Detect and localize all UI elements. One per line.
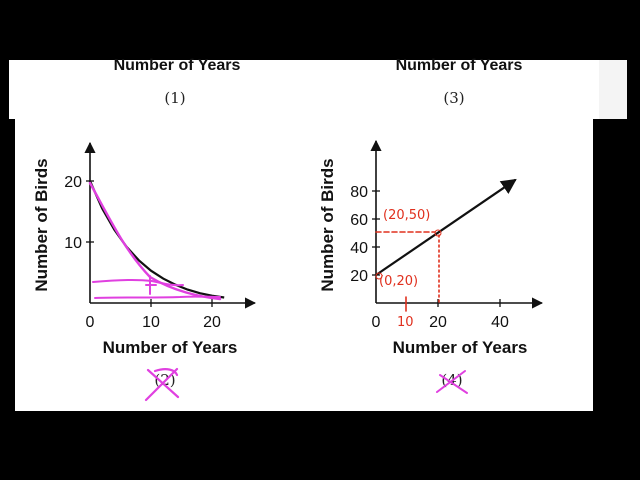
choice-1-x-axis-title: Number of Years (113, 57, 241, 74)
chart4-series-line (375, 178, 517, 276)
chart4-ink-label-20-50: (20,50) (383, 208, 430, 223)
charts-svg: 0 10 20 10 20 Number of Birds Number of Year… (32, 139, 544, 402)
chart4-x-tick-label: 40 (491, 314, 509, 331)
choice-3-x-axis-title: Number of Years (395, 57, 523, 74)
chart2-series-line (88, 180, 225, 299)
chart2-y-axis-title: Number of Birds (32, 158, 51, 291)
chart4-y-tick-label: 20 (350, 268, 368, 285)
choice-2-chart: 0 10 20 10 20 Number of Birds Number of Year… (32, 141, 257, 402)
chart2-ink-mark-upper (92, 278, 184, 287)
chart4-x-tick-label: 0 (372, 314, 381, 331)
chart2-x-axis-title: Number of Years (103, 338, 238, 357)
chart2-ink-mark-lower (94, 295, 221, 299)
chart4-x-axis-title: Number of Years (393, 338, 528, 357)
chart4-ink-point-20-50 (434, 229, 442, 237)
chart4-y-tick-label: 60 (350, 212, 368, 229)
chart4-x-tick-label: 20 (429, 314, 447, 331)
choice-4-chart: 0 20 40 20 40 60 80 Number of Birds Number of … (318, 139, 544, 394)
chart4-y-tick-label: 80 (350, 184, 368, 201)
answer-choices-panel: 0 10 20 10 20 Number of Birds Number of Year… (15, 119, 593, 411)
chart2-x-tick-label: 10 (142, 314, 160, 331)
chart2-x-tick-label: 0 (86, 314, 95, 331)
choice-3-label: (3) (443, 89, 465, 107)
chart2-ink-tick (145, 275, 157, 295)
choice-1-label: (1) (164, 89, 186, 107)
chart2-x-tick-label: 20 (203, 314, 221, 331)
choice-2-cross-out (144, 367, 180, 402)
chart4-ink-label-0-20: (0,20) (379, 274, 418, 289)
chart4-y-axis-title: Number of Birds (318, 158, 337, 291)
edge-strip (599, 60, 627, 119)
chart4-y-tick-label: 40 (350, 240, 368, 257)
previous-answer-choices-strip: Number of Years Number of Years (1) (3) (9, 57, 599, 119)
chart4-ink-point-0-20 (375, 272, 383, 280)
choice-4-cross-out (436, 370, 468, 394)
chart4-ink-label-10: 10 (397, 315, 414, 330)
chart2-y-tick-label: 10 (64, 235, 82, 252)
chart2-y-tick-label: 20 (64, 174, 82, 191)
